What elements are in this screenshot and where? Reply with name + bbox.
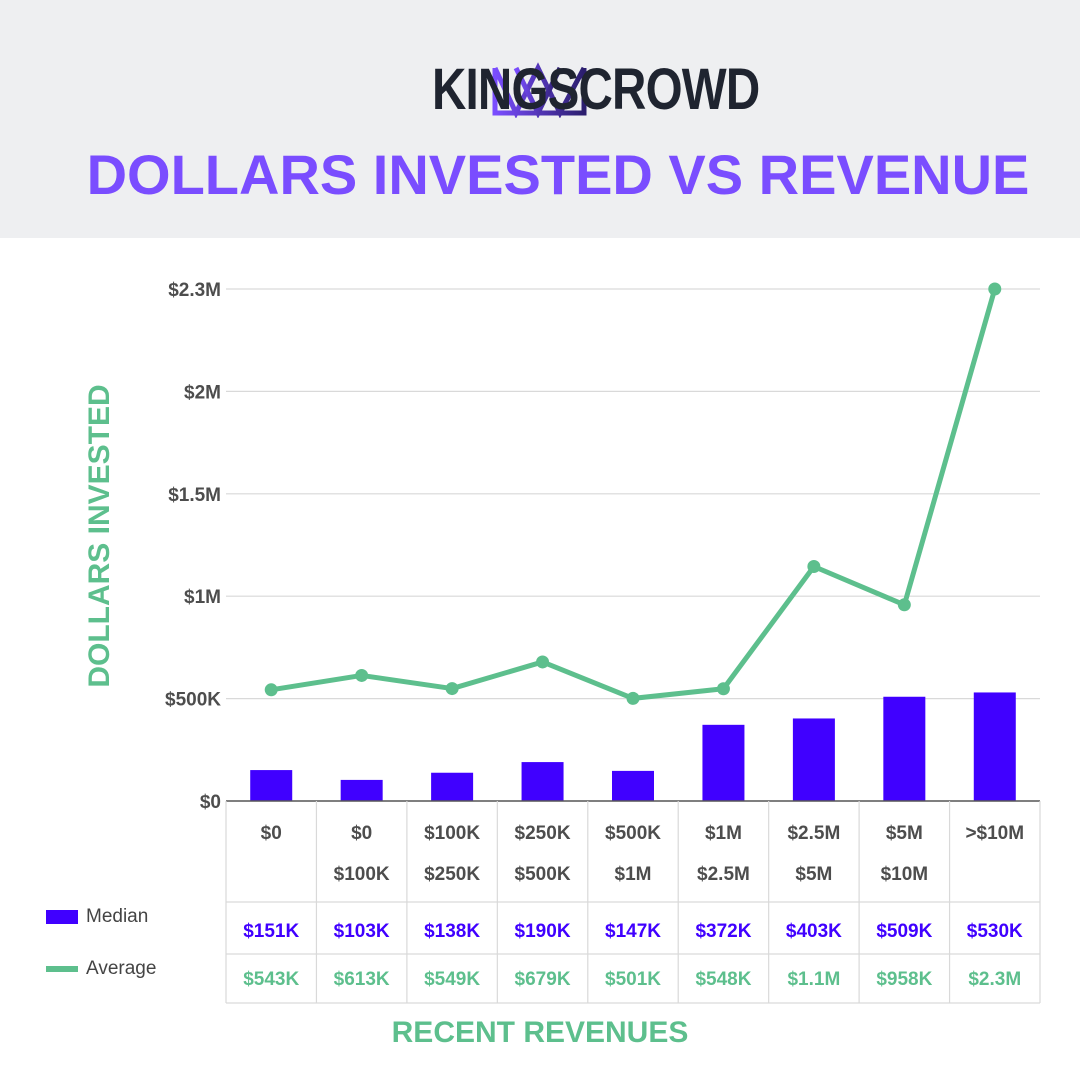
crown-logo-icon: [492, 62, 587, 118]
brand-name: KINGSCROWD: [432, 57, 760, 122]
median-value-label: $147K: [605, 921, 661, 942]
median-bar: [431, 772, 474, 801]
average-value-label: $613K: [334, 969, 390, 990]
average-point: [626, 691, 640, 705]
median-value-label: $138K: [424, 921, 480, 942]
median-bar: [792, 718, 835, 801]
x-category-label: >$10M: [965, 823, 1024, 844]
x-axis-label: RECENT REVENUES: [391, 1016, 689, 1049]
median-bar: [521, 762, 564, 801]
average-point: [897, 598, 911, 612]
x-category-label: $1M: [705, 823, 742, 844]
median-bar: [612, 770, 654, 801]
y-tick-label: $1.5M: [168, 485, 221, 506]
x-category-label: $100K: [424, 823, 480, 844]
median-value-label: $509K: [876, 921, 932, 942]
average-value-label: $2.3M: [968, 969, 1021, 990]
legend-average-swatch: [46, 966, 78, 972]
x-category-label: $0: [351, 823, 372, 844]
average-point: [536, 655, 550, 669]
median-value-label: $403K: [786, 921, 842, 942]
x-category-label: $5M: [795, 864, 832, 885]
average-value-label: $958K: [876, 969, 932, 990]
y-tick-label: $2.3M: [168, 280, 221, 301]
y-tick-label: $2M: [184, 382, 221, 403]
legend-median-swatch: [46, 910, 78, 924]
average-value-label: $679K: [515, 969, 571, 990]
median-bar: [883, 696, 926, 801]
average-point: [807, 560, 821, 574]
x-category-label: $10M: [881, 864, 929, 885]
x-category-label: $100K: [334, 864, 390, 885]
x-category-label: $250K: [424, 864, 480, 885]
median-bar: [250, 770, 293, 801]
x-category-label: $500K: [515, 864, 571, 885]
x-category-label: $2.5M: [787, 823, 840, 844]
average-point: [264, 683, 278, 697]
average-value-label: $549K: [424, 969, 480, 990]
average-point: [988, 282, 1002, 296]
x-category-label: $250K: [515, 823, 571, 844]
median-bar: [973, 692, 1016, 801]
legend-average-label: Average: [86, 958, 157, 979]
average-point: [355, 668, 369, 682]
y-tick-label: $500K: [165, 690, 221, 711]
header: KINGSCROWD DOLLARS INVESTED VS REVENUE: [0, 0, 1080, 238]
x-category-label: $500K: [605, 823, 661, 844]
x-category-label: $5M: [886, 823, 923, 844]
average-point: [445, 682, 459, 696]
x-category-label: $2.5M: [697, 864, 750, 885]
median-value-label: $530K: [967, 921, 1023, 942]
average-value-label: $1.1M: [787, 969, 840, 990]
median-value-label: $190K: [515, 921, 571, 942]
y-tick-label: $1M: [184, 587, 221, 608]
average-point: [716, 682, 730, 696]
median-value-label: $372K: [695, 921, 751, 942]
page-title: DOLLARS INVESTED VS REVENUE: [86, 143, 1030, 206]
y-tick-label: $0: [200, 792, 221, 813]
average-value-label: $543K: [243, 969, 299, 990]
median-bar: [340, 779, 383, 801]
chart: $0 $500K $1M $1.5M $2M $2.3M $0 $0 $100K $100K $25…: [165, 280, 1041, 1004]
x-category-label: $1M: [615, 864, 652, 885]
median-value-label: $103K: [334, 921, 390, 942]
median-bar: [702, 724, 745, 801]
average-value-label: $501K: [605, 969, 661, 990]
average-value-label: $548K: [695, 969, 751, 990]
legend-median-label: Median: [86, 906, 149, 927]
median-value-label: $151K: [243, 921, 299, 942]
x-category-label: $0: [261, 823, 282, 844]
